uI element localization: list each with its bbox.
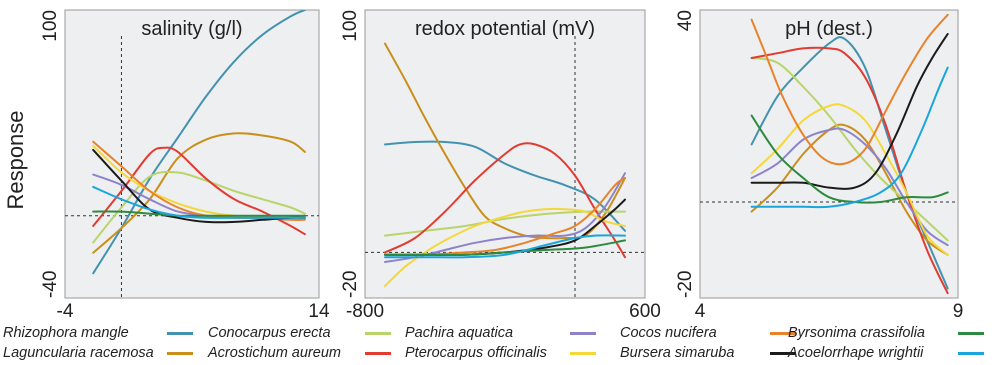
- legend-label: Conocarpus erecta: [208, 325, 331, 341]
- legend-label: Pachira aquatica: [405, 325, 514, 341]
- y-tick-label: -20: [675, 271, 696, 298]
- legend-swatch: [958, 351, 984, 355]
- legend: Rhizophora mangle Laguncularia racemosa Co…: [0, 324, 995, 365]
- legend-label: Pterocarpus officinalis: [405, 345, 547, 361]
- series-line-conocarpus-erecta: [384, 210, 626, 237]
- series-line-pachira-aquatica: [750, 127, 949, 247]
- series-line-pterocarpus-officinalis: [384, 207, 626, 287]
- legend-swatch: [958, 331, 984, 335]
- series-line-laguncularia-racemosa: [750, 123, 949, 256]
- series-line-acrostichum-aureum: [384, 142, 626, 259]
- legend-swatch: [570, 351, 596, 355]
- legend-label: Byrsonima crassifolia: [788, 325, 925, 341]
- x-tick-label: 9: [953, 301, 964, 318]
- series-line-byrsonima-crassifolia: [92, 210, 306, 217]
- x-tick-label: -800: [346, 301, 384, 318]
- series-line-conocarpus-erecta: [750, 57, 949, 242]
- legend-item: Laguncularia racemosa: [3, 344, 193, 362]
- y-axis-title: Response: [3, 110, 28, 209]
- series-line-byrsonima-crassifolia: [384, 239, 626, 256]
- legend-swatch: [167, 351, 193, 355]
- legend-label: Cocos nucifera: [620, 325, 717, 341]
- legend-swatch: [570, 331, 596, 335]
- legend-item: Acoelorrhape wrightii: [788, 344, 984, 362]
- series-line-acoelorrhape-wrightii: [750, 66, 949, 209]
- legend-swatch: [167, 331, 193, 335]
- series-line-bursera-simaruba: [750, 33, 949, 190]
- legend-item: Pachira aquatica: [405, 324, 596, 342]
- series-line-acoelorrhape-wrightii: [384, 234, 626, 259]
- legend-item: Bursera simaruba: [620, 344, 796, 362]
- panel-title: pH (dest.): [785, 18, 873, 40]
- legend-label: Acoelorrhape wrightii: [788, 345, 924, 361]
- series-line-acrostichum-aureum: [750, 46, 949, 295]
- series-line-cocos-nucifera: [384, 177, 626, 256]
- y-tick-label: 100: [340, 10, 361, 42]
- y-tick-label: -20: [340, 271, 361, 298]
- legend-label: Bursera simaruba: [620, 345, 735, 361]
- legend-item: Pterocarpus officinalis: [405, 344, 596, 362]
- chart-panel-1: salinity (g/l) -4 14 -40 100: [40, 9, 330, 318]
- chart-panel-3: pH (dest.) 4 9 -20 40: [675, 9, 964, 318]
- series-line-rhizophora-mangle: [92, 10, 306, 275]
- series-line-conocarpus-erecta: [92, 170, 306, 244]
- legend-swatch: [365, 351, 391, 355]
- x-tick-label: 14: [308, 301, 330, 318]
- y-tick-label: -40: [40, 271, 61, 298]
- plot-area: [699, 9, 959, 299]
- plot-area: [64, 9, 320, 299]
- x-tick-label: 4: [695, 301, 706, 318]
- chart-panel-2: redox potential (mV) -800 600 -20 100: [340, 9, 661, 318]
- series-line-laguncularia-racemosa: [92, 132, 306, 254]
- series-line-acoelorrhape-wrightii: [92, 185, 306, 219]
- legend-item: Cocos nucifera: [620, 324, 796, 342]
- series-line-cocos-nucifera: [750, 13, 949, 166]
- legend-swatch: [770, 351, 796, 355]
- legend-swatch: [365, 331, 391, 335]
- legend-item: Rhizophora mangle: [3, 324, 193, 342]
- legend-label: Acrostichum aureum: [208, 345, 341, 361]
- x-tick-label: 600: [629, 301, 661, 318]
- y-tick-label: 40: [675, 10, 696, 31]
- legend-item: Acrostichum aureum: [208, 344, 391, 362]
- series-line-pterocarpus-officinalis: [750, 103, 949, 256]
- legend-item: Conocarpus erecta: [208, 324, 391, 342]
- panel-title: redox potential (mV): [415, 18, 595, 40]
- legend-item: Byrsonima crassifolia: [788, 324, 984, 342]
- x-tick-label: -4: [57, 301, 74, 318]
- y-tick-label: 100: [40, 10, 61, 42]
- panel-title: salinity (g/l): [141, 18, 242, 40]
- legend-label: Laguncularia racemosa: [3, 345, 154, 361]
- legend-label: Rhizophora mangle: [3, 325, 129, 341]
- legend-swatch: [770, 331, 796, 335]
